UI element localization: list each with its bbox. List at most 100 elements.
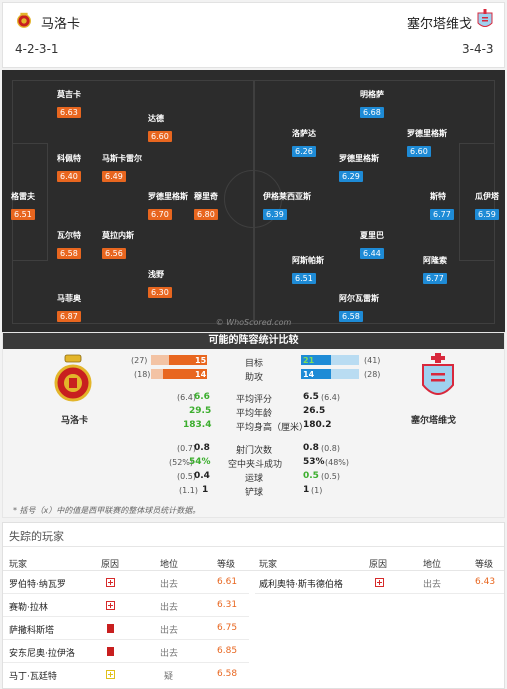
home-player[interactable]: 穆里奇 6.80	[194, 192, 218, 220]
player-name[interactable]: 马丁·瓦廷特	[9, 672, 57, 682]
assists-label: 助攻	[245, 373, 264, 383]
away-goals-bar	[301, 355, 331, 365]
player-name[interactable]: 赛勒·拉林	[9, 603, 48, 613]
home-player[interactable]: 达德 6.60	[148, 113, 172, 143]
dribbles-away: 0.5	[303, 471, 319, 481]
player-name[interactable]: 威利奥特·斯韦德伯格	[259, 580, 343, 590]
rating: 6.31	[217, 600, 238, 610]
away-team-label: 塞尔塔维戈	[411, 416, 457, 426]
rating: 6.75	[217, 623, 238, 633]
aerial-away: 53%	[303, 457, 325, 467]
red-card-icon	[107, 624, 114, 633]
rating: 6.43	[475, 577, 496, 587]
header-status[interactable]: 地位	[160, 560, 179, 570]
injury-cross-icon	[106, 578, 115, 587]
header-player[interactable]: 玩家	[9, 560, 28, 570]
player-name[interactable]: 萨撒科斯塔	[9, 626, 55, 636]
table-row[interactable]: 赛勒·拉林 出去 6.31	[3, 595, 249, 617]
aerial-home: 54%	[189, 457, 211, 467]
home-player[interactable]: 罗德里格斯 6.70	[148, 192, 188, 220]
home-player[interactable]: 莫拉内斯 6.56	[102, 231, 134, 259]
home-player[interactable]: 格雷夫 6.51	[11, 192, 35, 220]
header-reason-right[interactable]: 原因	[369, 560, 388, 570]
red-card-icon	[107, 647, 114, 656]
tackles-away-sub: (1)	[311, 486, 323, 495]
rating: 6.85	[217, 646, 238, 656]
away-player[interactable]: 瓜伊塔 6.59	[475, 192, 499, 220]
tackles-home-sub: (1.1)	[179, 486, 198, 495]
goals-label: 目标	[245, 359, 264, 369]
rating: 6.58	[217, 669, 238, 679]
home-player[interactable]: 马斯卡雷尔 6.49	[102, 154, 142, 182]
shots-away-sub: (0.8)	[321, 444, 340, 453]
away-player[interactable]: 伊格莱西亚斯 6.39	[263, 192, 311, 220]
away-goals: 21	[303, 356, 315, 365]
table-row[interactable]: 马丁·瓦廷特 疑 6.58	[3, 664, 249, 686]
status: 出去	[160, 603, 179, 613]
tackles-home: 1	[202, 485, 209, 495]
away-formation: 3-4-3	[462, 42, 494, 56]
away-penalty-box	[459, 143, 495, 261]
away-crest-icon	[477, 9, 493, 27]
shots-home: 0.8	[194, 443, 210, 453]
player-name[interactable]: 罗伯特·纳瓦罗	[9, 580, 66, 590]
away-crest-large-icon	[422, 353, 454, 395]
header-divider	[3, 570, 504, 571]
aerial-away-sub: (48%)	[325, 458, 350, 467]
comparison-title: 可能的阵容统计比较	[3, 333, 504, 349]
tackles-away: 1	[303, 485, 310, 495]
header-status-right[interactable]: 地位	[423, 560, 442, 570]
status: 疑	[164, 672, 174, 682]
missing-players: 失踪的玩家 玩家 原因 地位 等级 玩家 原因 地位 等级 罗伯特·纳瓦罗 出去…	[2, 522, 505, 689]
away-player[interactable]: 阿尔瓦雷斯 6.58	[339, 294, 379, 322]
injury-cross-icon	[106, 601, 115, 610]
away-player[interactable]: 夏里巴 6.44	[360, 231, 384, 259]
home-player[interactable]: 瓦尔特 6.58	[57, 231, 81, 259]
table-row[interactable]: 萨撒科斯塔 出去 6.75	[3, 618, 249, 640]
dribbles-label: 运球	[245, 474, 264, 484]
header-reason[interactable]: 原因	[101, 560, 120, 570]
header-rating-right[interactable]: 等级	[475, 560, 494, 570]
dribbles-home-sub: (0.5)	[177, 472, 196, 481]
table-row[interactable]: 威利奥特·斯韦德伯格 出去 6.43	[255, 572, 504, 594]
table-row[interactable]: 罗伯特·纳瓦罗 出去 6.61	[3, 572, 249, 594]
away-player[interactable]: 罗德里格斯 6.29	[339, 154, 379, 182]
away-player[interactable]: 洛萨达 6.26	[292, 129, 316, 157]
header-rating[interactable]: 等级	[217, 560, 236, 570]
avg-rating-home: 6.6	[194, 392, 210, 402]
home-goals: 15	[195, 356, 207, 365]
home-player[interactable]: 浅野 6.30	[148, 269, 172, 299]
home-player[interactable]: 科佩特 6.40	[57, 154, 81, 182]
home-assists-bar	[163, 369, 207, 379]
player-name[interactable]: 安东尼奥·拉伊洛	[9, 649, 75, 659]
home-player[interactable]: 马菲奥 6.87	[57, 294, 81, 322]
home-assists-total: (18)	[134, 370, 151, 379]
home-goals-total: (27)	[131, 356, 148, 365]
away-goals-total: (41)	[364, 356, 381, 365]
comparison-footnote: * 括号（x）中的值是西甲联赛的整体球员统计数据。	[13, 506, 201, 515]
home-player[interactable]: 莫吉卡 6.63	[57, 90, 81, 118]
away-player[interactable]: 阿隆索 6.77	[423, 256, 447, 284]
avg-height-label: 平均身高（厘米）	[236, 423, 309, 433]
home-team-name[interactable]: 马洛卡	[41, 17, 81, 32]
home-crest-large-icon	[54, 354, 92, 402]
dribbles-home: 0.4	[194, 471, 210, 481]
home-crest-icon	[17, 12, 31, 28]
watermark: © WhoScored.com	[215, 318, 292, 327]
shots-home-sub: (0.7)	[177, 444, 196, 453]
away-team-name[interactable]: 塞尔塔维戈	[407, 17, 473, 32]
away-player[interactable]: 斯特 6.77	[430, 191, 454, 221]
home-team-label: 马洛卡	[61, 416, 89, 426]
away-assists-total: (28)	[364, 370, 381, 379]
away-player[interactable]: 阿斯帕斯 6.51	[292, 256, 324, 284]
table-row[interactable]: 安东尼奥·拉伊洛 出去 6.85	[3, 641, 249, 663]
avg-age-away: 26.5	[303, 406, 326, 416]
away-player[interactable]: 罗德里格斯 6.60	[407, 129, 447, 157]
home-goals-bar	[169, 355, 207, 365]
home-formation: 4-2-3-1	[15, 42, 59, 56]
away-player[interactable]: 明格萨 6.68	[360, 90, 384, 118]
avg-rating-home-sub: (6.4)	[177, 393, 196, 402]
avg-height-home: 183.4	[183, 420, 212, 430]
missing-players-title: 失踪的玩家	[3, 523, 504, 547]
header-player-right[interactable]: 玩家	[259, 560, 278, 570]
